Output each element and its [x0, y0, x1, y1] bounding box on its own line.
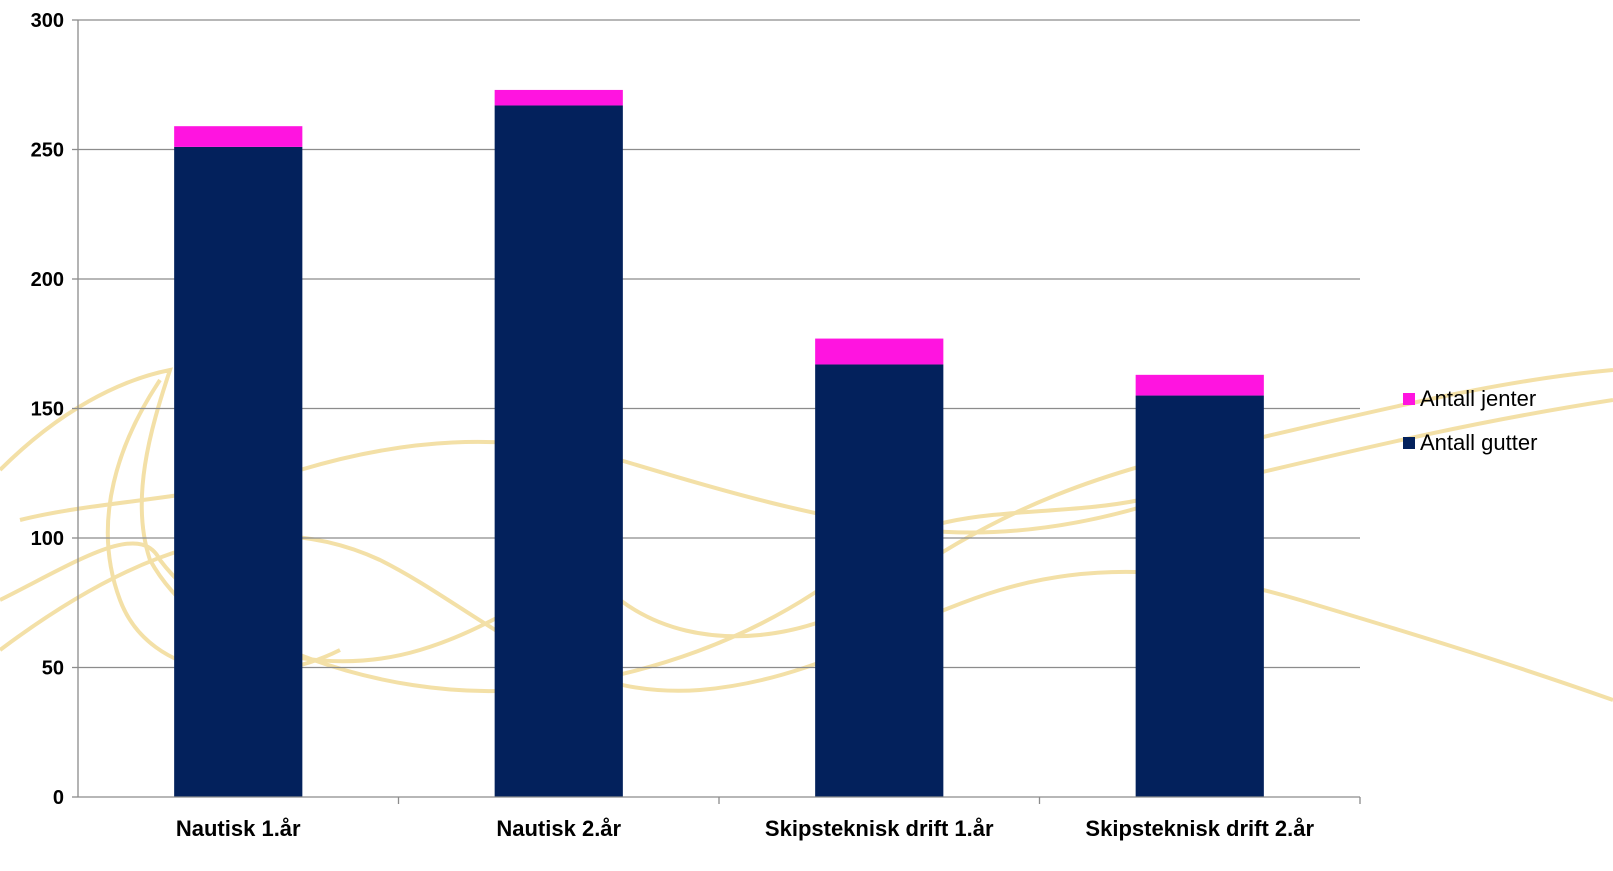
- y-tick-label: 250: [31, 140, 64, 162]
- y-tick-label: 0: [53, 787, 64, 809]
- legend-swatch-antall-gutter: [1403, 437, 1415, 449]
- x-tick-label: Nautisk 2.år: [496, 816, 621, 841]
- y-tick-label: 200: [31, 269, 64, 291]
- y-tick-label: 150: [31, 399, 64, 421]
- legend: Antall jenter Antall gutter: [1403, 386, 1537, 455]
- bars: [174, 89, 1264, 798]
- bar-antall-gutter-2: [494, 105, 623, 798]
- bar-antall-jenter-2: [494, 89, 623, 106]
- bar-antall-gutter-3: [815, 364, 944, 797]
- bar-antall-jenter-4: [1135, 374, 1264, 396]
- legend-label-antall-jenter: Antall jenter: [1420, 386, 1536, 411]
- legend-swatch-antall-jenter: [1403, 393, 1415, 405]
- y-tick-label: 100: [31, 528, 64, 550]
- x-tick-label: Skipsteknisk drift 1.år: [765, 816, 994, 841]
- x-tick-label: Nautisk 1.år: [176, 816, 301, 841]
- y-tick-label: 300: [31, 10, 64, 32]
- x-tick-label: Skipsteknisk drift 2.år: [1085, 816, 1314, 841]
- bar-antall-jenter-3: [815, 338, 944, 365]
- bar-antall-gutter-4: [1135, 395, 1264, 797]
- bar-antall-jenter-1: [174, 126, 303, 147]
- bar-antall-gutter-1: [174, 146, 303, 797]
- y-tick-label: 50: [42, 658, 64, 680]
- axes: 0 50 100 150 200 250 300 Nautisk 1.år Nautisk 2.…: [31, 10, 1361, 841]
- legend-label-antall-gutter: Antall gutter: [1420, 430, 1537, 455]
